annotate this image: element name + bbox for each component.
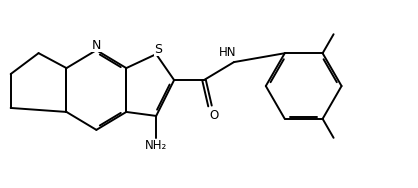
Text: HN: HN bbox=[219, 46, 237, 59]
Text: NH₂: NH₂ bbox=[145, 139, 167, 152]
Text: S: S bbox=[154, 43, 162, 56]
Text: N: N bbox=[92, 39, 101, 52]
Text: O: O bbox=[209, 109, 219, 122]
